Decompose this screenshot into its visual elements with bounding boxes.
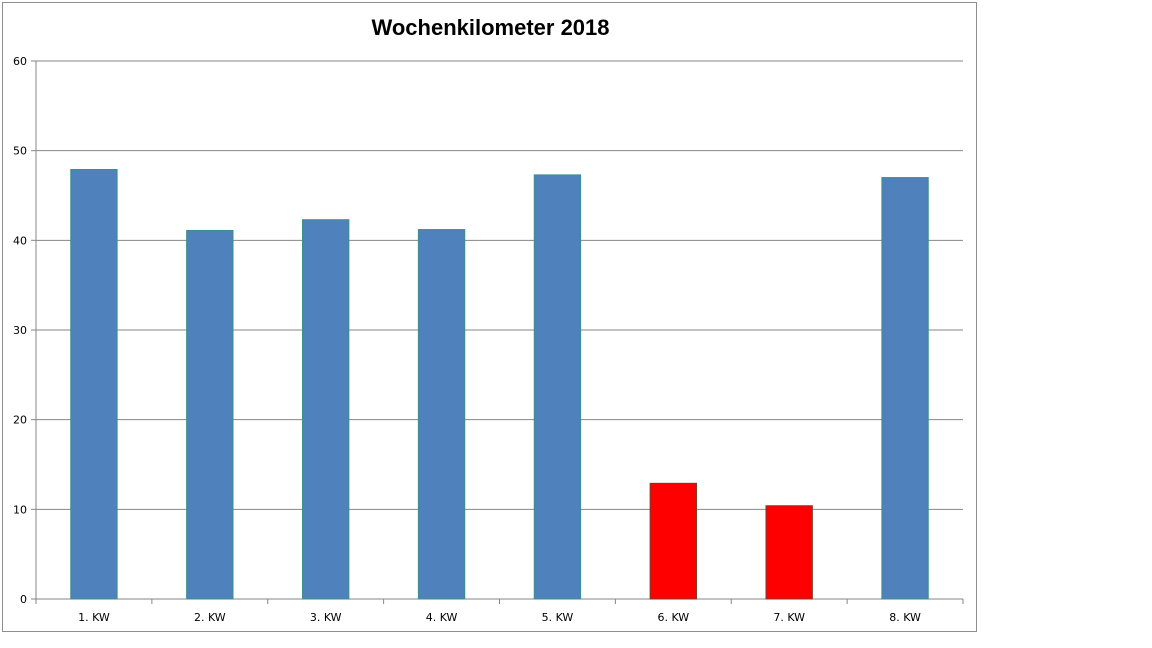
bar xyxy=(70,168,118,600)
y-tick-label: 30 xyxy=(13,324,27,337)
x-tick-label: 6. KW xyxy=(657,611,689,624)
chart-title: Wochenkilometer 2018 xyxy=(371,15,610,40)
x-tick-label: 7. KW xyxy=(773,611,805,624)
x-tick-label: 5. KW xyxy=(542,611,574,624)
bar xyxy=(649,482,697,600)
y-tick-label: 40 xyxy=(13,234,27,247)
y-tick-label: 60 xyxy=(13,55,27,68)
y-tick-label: 20 xyxy=(13,414,27,427)
bar xyxy=(533,174,582,600)
x-tick-label: 3. KW xyxy=(310,611,342,624)
x-tick-label: 4. KW xyxy=(426,611,458,624)
x-tick-label: 1. KW xyxy=(78,611,110,624)
bar xyxy=(881,177,929,600)
y-tick-label: 0 xyxy=(20,593,27,606)
bar xyxy=(765,505,813,600)
x-tick-label: 8. KW xyxy=(889,611,921,624)
chart-frame: Wochenkilometer 2018 0 10 20 30 40 50 60 1. KW 2… xyxy=(2,2,977,632)
bar xyxy=(186,229,234,600)
x-tick-label: 2. KW xyxy=(194,611,226,624)
chart-plot: 0 10 20 30 40 50 60 1. KW 2. KW 3. KW 4. KW 5. KW 6.… xyxy=(13,55,964,624)
bar xyxy=(302,219,350,600)
y-tick-label: 50 xyxy=(13,145,27,158)
bar xyxy=(417,229,466,600)
y-tick-label: 10 xyxy=(13,503,27,516)
